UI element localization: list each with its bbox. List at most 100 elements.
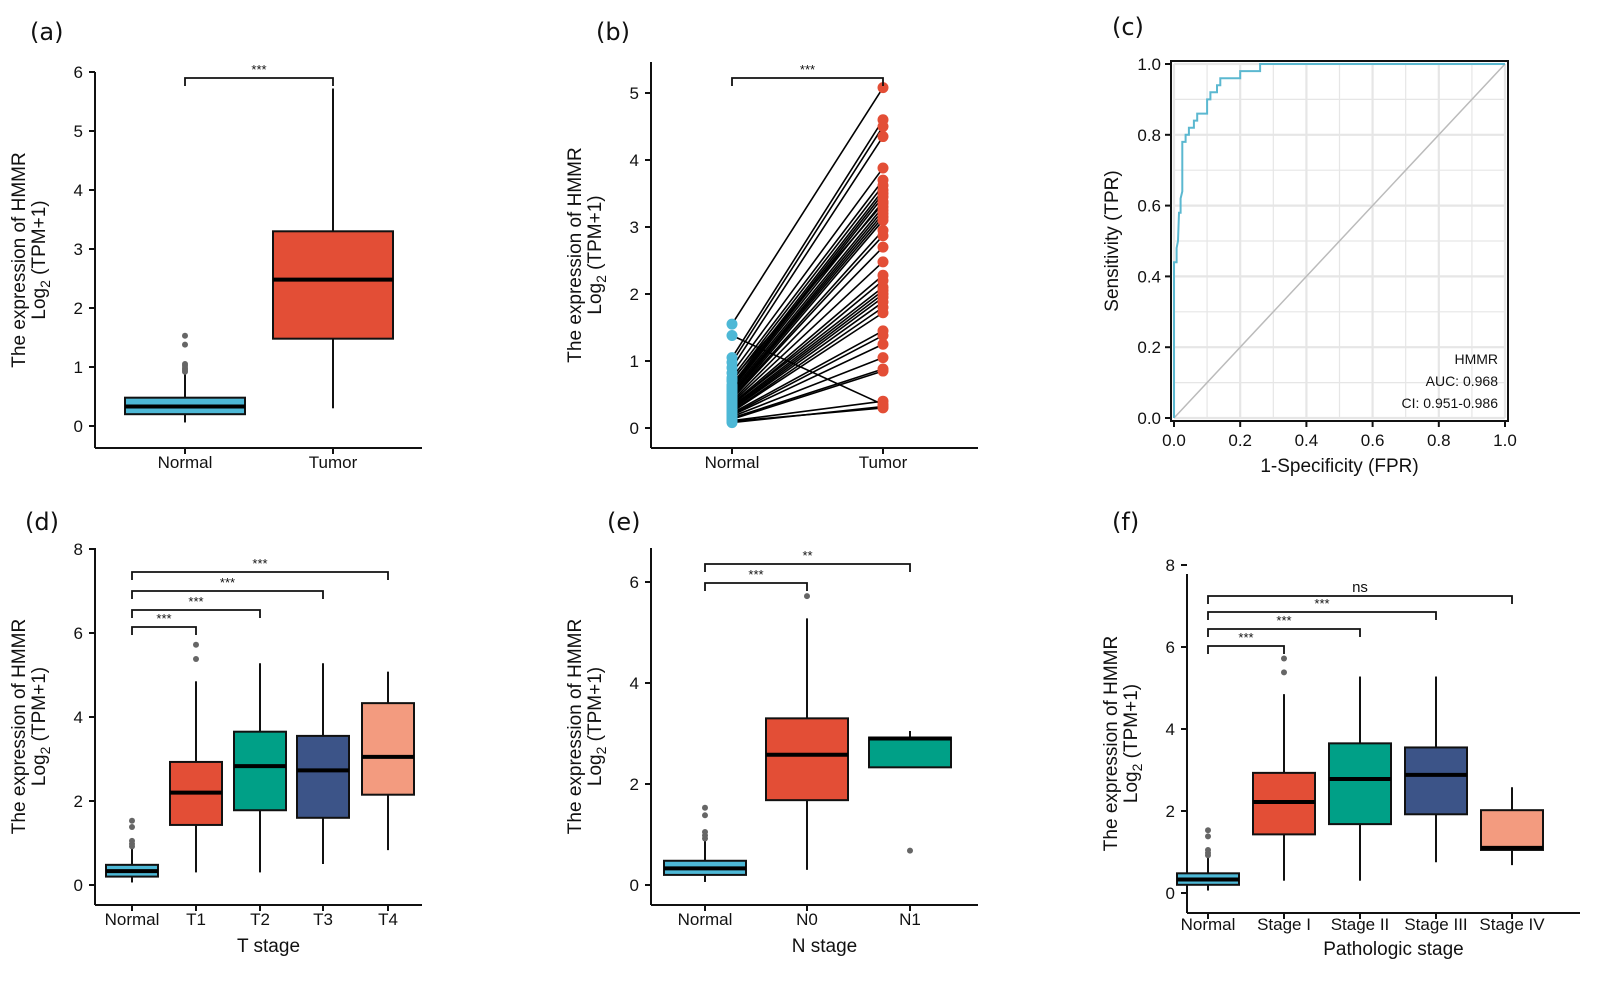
y-axis-title-unit: (TPM+1) xyxy=(585,195,606,275)
y-tick-label: 6 xyxy=(630,573,639,592)
pair-line xyxy=(731,356,884,418)
outlier-point xyxy=(907,847,913,854)
significance-label: *** xyxy=(251,62,266,77)
x-axis-title: 1-Specificity (FPR) xyxy=(1260,456,1418,477)
pair-line xyxy=(731,368,884,419)
significance-bracket: *** xyxy=(184,62,334,86)
y-tick-label: 0 xyxy=(630,419,639,438)
y-axis-title-subscript: 2 xyxy=(1129,763,1145,771)
x-tick-label: Tumor xyxy=(309,453,358,472)
significance-label: *** xyxy=(748,567,763,582)
y-axis-title-line1: The expression of HMMR xyxy=(565,147,586,362)
y-axis-title-subscript: 2 xyxy=(37,746,53,754)
x-tick-label: Normal xyxy=(105,910,160,929)
pair-line xyxy=(731,370,884,421)
y-axis-title-log: Log xyxy=(585,283,606,315)
box-iqr xyxy=(233,730,287,812)
tumor-point xyxy=(877,307,889,319)
outlier-point xyxy=(182,361,188,368)
box-stage-i xyxy=(1252,655,1316,881)
tumor-point xyxy=(877,188,889,199)
y-tick-label: 0.2 xyxy=(1137,338,1161,357)
box-t3 xyxy=(296,663,350,864)
x-tick-label: N0 xyxy=(796,910,818,929)
y-tick-label: 4 xyxy=(74,181,83,200)
panel-c: (c) 0.0 0.2 0.4 0.6 0.8 1.0 0.0 0.2 0.4 0.6 0.8 1.0 1… xyxy=(1102,13,1517,477)
y-tick-label: 6 xyxy=(74,63,83,82)
normal-point xyxy=(726,399,738,411)
y-axis-title-unit: (TPM+1) xyxy=(29,200,50,280)
x-tick-label: T2 xyxy=(250,910,270,929)
y-tick-label: 0 xyxy=(74,876,83,895)
tumor-point xyxy=(877,162,889,174)
y-axis-title-line1: The expression of HMMR xyxy=(565,619,586,834)
panel-f: (f) 0 2 4 6 8 Normal Stage I Stage II Stage III St… xyxy=(1101,508,1580,960)
y-tick-label: 8 xyxy=(74,540,83,559)
tumor-point xyxy=(877,281,889,293)
y-tick-label: 2 xyxy=(630,285,639,304)
x-tick-label: Normal xyxy=(705,453,760,472)
bracket-line xyxy=(704,582,808,591)
pair-line xyxy=(731,119,884,359)
x-tick-label: N1 xyxy=(899,910,921,929)
y-axis-title: The expression of HMMR Log2 (TPM+1) xyxy=(1101,636,1145,851)
outlier-point xyxy=(804,593,810,600)
y-tick-label: 3 xyxy=(74,240,83,259)
y-axis-title-unit: (TPM+1) xyxy=(585,667,606,747)
y-tick-label: 2 xyxy=(1166,802,1175,821)
significance-bracket: *** xyxy=(704,567,808,591)
x-axis-title: T stage xyxy=(237,936,300,957)
roc-gene-label: HMMR xyxy=(1454,351,1498,367)
panel-label: (a) xyxy=(30,18,63,46)
y-axis-title-line1: The expression of HMMR xyxy=(9,619,30,834)
outlier-point xyxy=(182,332,188,339)
x-tick-label: Normal xyxy=(1181,915,1236,934)
normal-point xyxy=(726,417,738,429)
tumor-point xyxy=(877,224,889,236)
bracket-line xyxy=(131,571,389,580)
outlier-point xyxy=(1205,833,1211,840)
y-tick-label: 5 xyxy=(630,84,639,103)
outlier-point xyxy=(129,837,135,844)
pair-line xyxy=(731,193,884,387)
pair-line xyxy=(731,405,884,424)
y-axis-title: The expression of HMMR Log2 (TPM+1) xyxy=(9,619,53,834)
x-tick-label: Normal xyxy=(678,910,733,929)
significance-label: *** xyxy=(252,556,267,571)
y-tick-label: 2 xyxy=(74,792,83,811)
pair-line xyxy=(731,334,884,416)
pair-line xyxy=(731,235,884,400)
pair-line xyxy=(731,179,884,379)
y-tick-label: 2 xyxy=(630,775,639,794)
y-axis-title: The expression of HMMR Log2 (TPM+1) xyxy=(9,152,53,367)
outlier-point xyxy=(702,804,708,811)
pair-line xyxy=(731,330,884,414)
significance-label: ** xyxy=(802,548,812,563)
pair-line xyxy=(731,167,884,374)
box-normal xyxy=(663,804,747,882)
x-tick-label: Stage IV xyxy=(1479,915,1545,934)
significance-bracket: *** xyxy=(131,611,197,635)
pair-line xyxy=(731,189,884,385)
bracket-line xyxy=(731,77,884,86)
bracket-line xyxy=(704,563,911,572)
y-tick-label: 1 xyxy=(74,358,83,377)
box-t4 xyxy=(361,671,415,851)
pair-line xyxy=(731,87,884,325)
significance-label: *** xyxy=(220,575,235,590)
y-axis-title-subscript: 2 xyxy=(37,280,53,288)
y-tick-label: 1.0 xyxy=(1137,55,1161,74)
box-iqr xyxy=(272,230,394,340)
bracket-line xyxy=(184,77,334,86)
outlier-point xyxy=(702,812,708,819)
plot-border xyxy=(1170,60,1509,422)
y-axis-title-group: Sensitivity (TPR) xyxy=(1102,170,1123,311)
pair-line xyxy=(731,301,884,411)
outlier-point xyxy=(182,341,188,348)
y-tick-label: 0.0 xyxy=(1137,409,1161,428)
y-axis-title-line2: Log2 (TPM+1) xyxy=(585,195,609,314)
y-tick-label: 4 xyxy=(630,674,639,693)
pair-line xyxy=(731,296,884,410)
bracket-line xyxy=(1207,628,1361,637)
significance-bracket: *** xyxy=(131,594,261,618)
